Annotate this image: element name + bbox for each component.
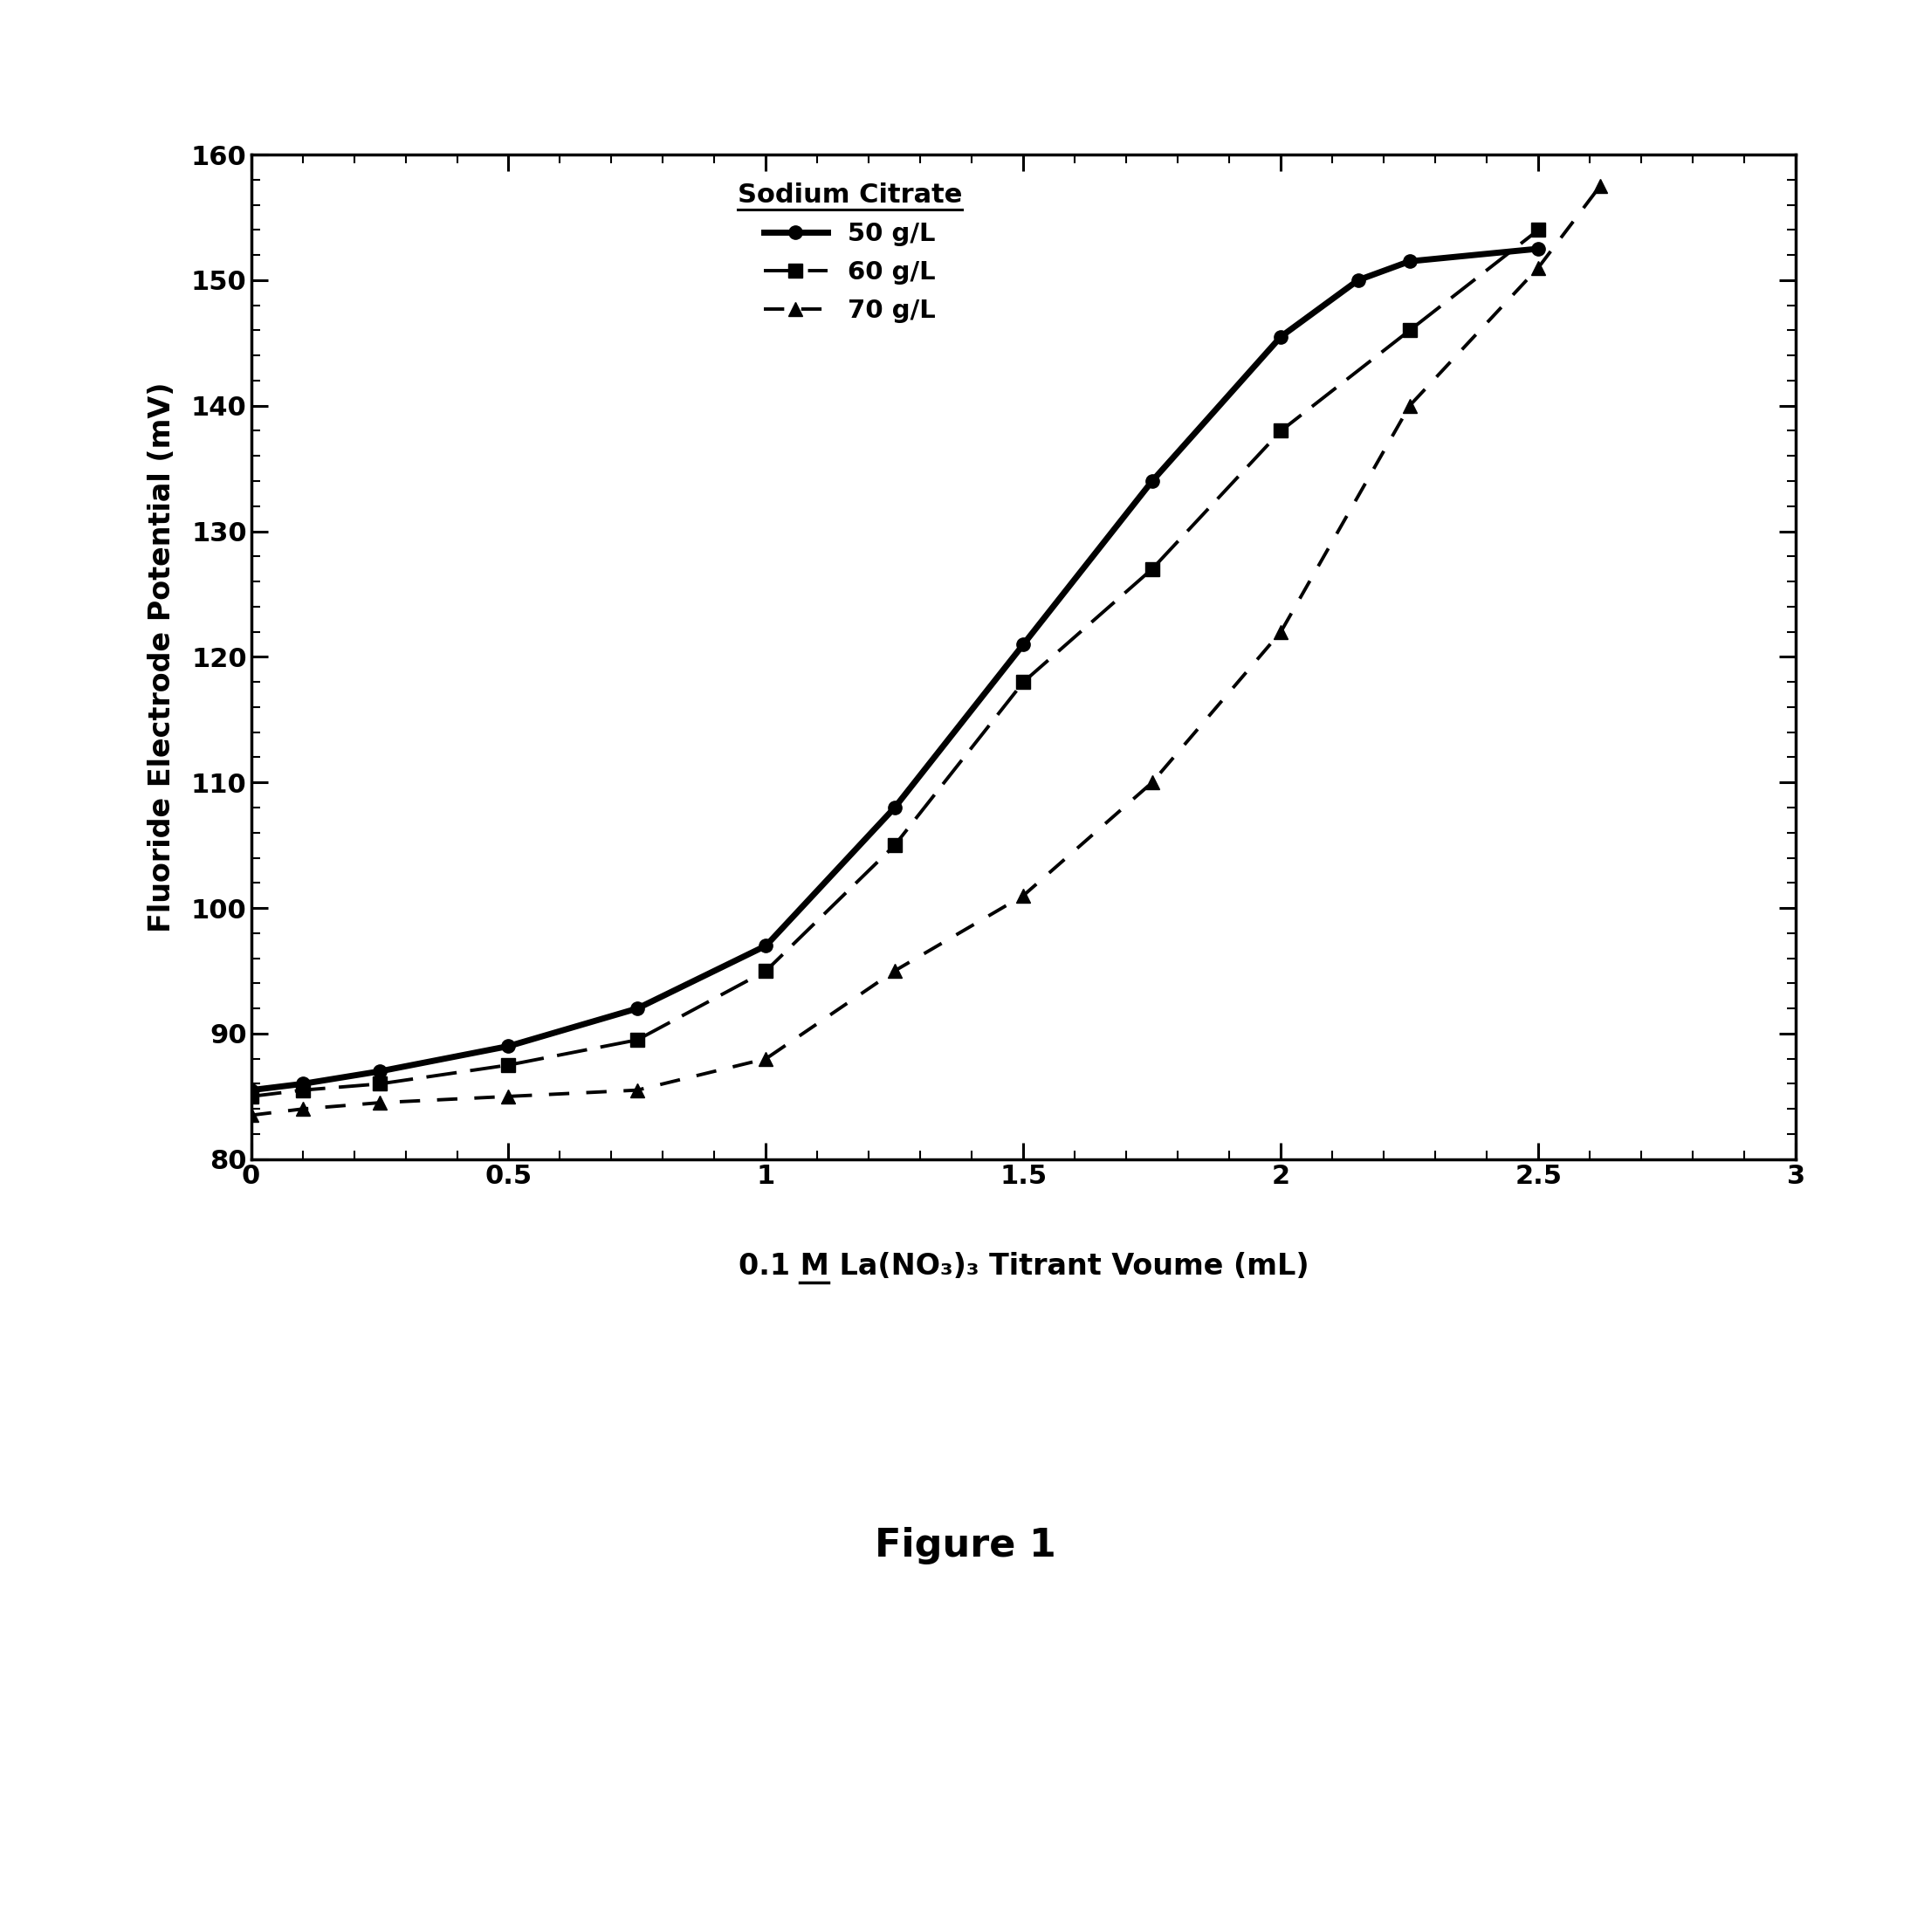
Text: Figure 1: Figure 1 [875, 1526, 1056, 1565]
Y-axis label: Fluoride Electrode Potential (mV): Fluoride Electrode Potential (mV) [149, 383, 176, 931]
Text: 0.1 M La(NO₃)₃ Titrant Voume (mL): 0.1 M La(NO₃)₃ Titrant Voume (mL) [738, 1252, 1309, 1281]
Legend: 50 g/L, 60 g/L, 70 g/L: 50 g/L, 60 g/L, 70 g/L [728, 172, 971, 334]
